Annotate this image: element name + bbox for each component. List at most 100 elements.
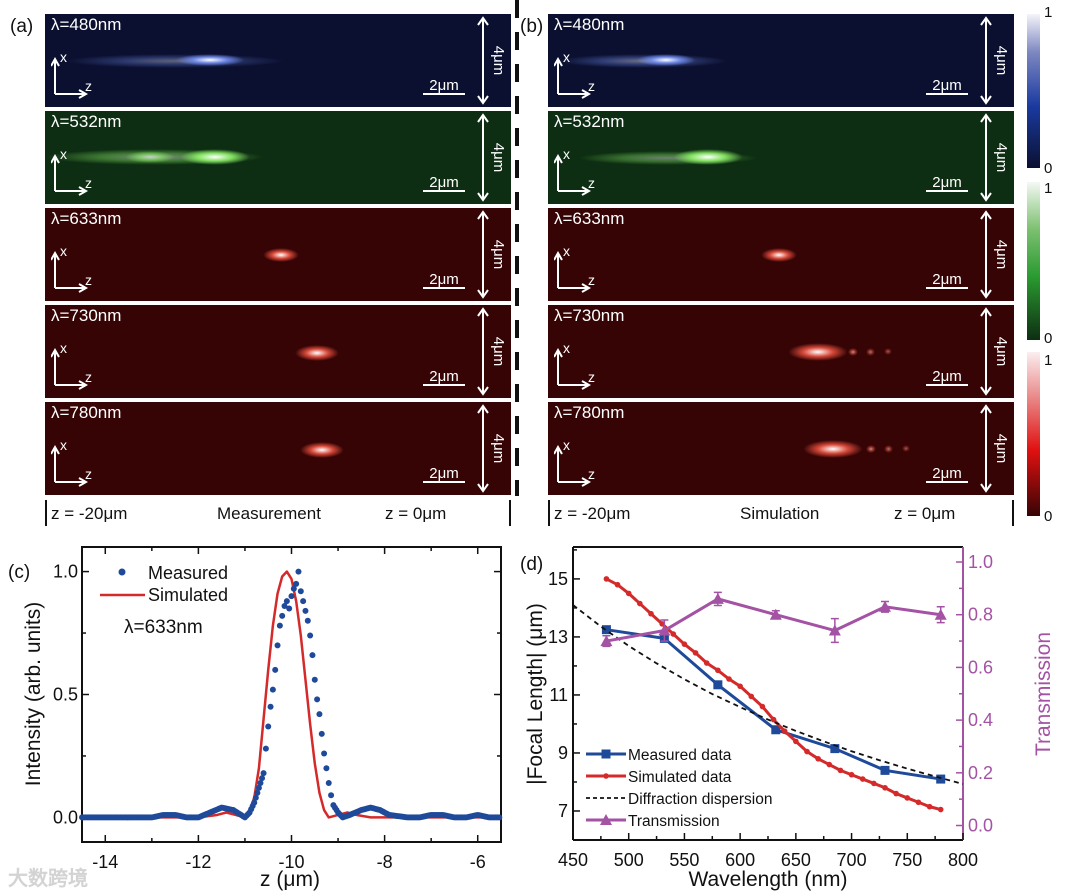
colorbar-blue (1027, 14, 1040, 168)
focal-spot (884, 348, 892, 355)
focal-spot (902, 445, 910, 452)
colorbar-red (1027, 352, 1040, 516)
focal-spot (125, 151, 175, 163)
measured-point (314, 696, 321, 703)
y-tick-label: 0.5 (53, 685, 78, 705)
axis-x-label: x (60, 437, 67, 453)
measured-point (274, 642, 281, 649)
height-arrow-icon (477, 210, 489, 299)
simulation-range: z = -20μm Simulation z = 0μm (548, 500, 1014, 526)
scale-bar: 2μm (423, 369, 465, 386)
focal-spot (866, 445, 876, 453)
wavelength-label: λ=780nm (554, 403, 625, 422)
focal-spot (761, 248, 797, 262)
x-tick-label: 800 (948, 850, 978, 870)
focal-spot (848, 348, 858, 356)
measured-point (267, 703, 274, 710)
x-axis-label: Wavelength (nm) (688, 868, 847, 891)
measured-point (252, 794, 259, 801)
axes-arrows-icon (554, 347, 592, 390)
dashed-divider (515, 0, 519, 496)
x-tick-label: 650 (781, 850, 811, 870)
simulation-caption: Simulation (740, 504, 820, 523)
simulated-data-point (804, 748, 810, 755)
z-left-label: z = -20μm (51, 504, 128, 523)
wavelength-label: λ=480nm (51, 15, 122, 34)
panel-a-heatmap: λ=633nm x z 2μm 4μm (45, 208, 511, 301)
simulated-data-point (670, 631, 677, 637)
measured-point (260, 770, 267, 777)
axis-x-label: x (60, 340, 67, 356)
wavelength-label: λ=633nm (554, 209, 625, 228)
height-label: 4μm (489, 239, 507, 270)
measured-point (255, 784, 262, 791)
scale-bar: 2μm (926, 466, 968, 483)
simulated-data-point (793, 738, 799, 745)
measured-point (288, 593, 295, 600)
measured-point (307, 632, 314, 639)
measured-data-point (713, 680, 723, 690)
watermark: 大数跨境 (8, 868, 88, 890)
panel-b-heatmap: λ=780nm x z 2μm 4μm (548, 402, 1014, 495)
x-tick-label: 550 (669, 850, 699, 870)
measured-data-point (771, 725, 781, 735)
transmission-point (658, 624, 671, 636)
focal-spot (636, 54, 696, 66)
y-tick-label: 13 (548, 627, 568, 647)
wavelength-annotation: λ=633nm (124, 617, 203, 638)
legend-measured-data-label: Measured data (628, 747, 732, 764)
panel-b-label: (b) (520, 16, 544, 37)
legend-simulated-data-label: Simulated data (628, 769, 732, 786)
measured-point (304, 617, 311, 624)
simulated-data-point (603, 576, 610, 582)
wavelength-label: λ=532nm (51, 112, 122, 131)
height-arrow-icon (980, 113, 992, 202)
scale-bar: 2μm (926, 272, 968, 289)
x-tick-label: 750 (892, 850, 922, 870)
scale-bar: 2μm (926, 175, 968, 192)
transmission-point (711, 592, 724, 604)
axis-z-label: z (588, 78, 595, 94)
simulated-data-point (614, 581, 621, 588)
simulated-data-point (815, 755, 821, 762)
axis-x-label: x (60, 49, 67, 65)
panel-a-heatmap: λ=780nm x z 2μm 4μm (45, 402, 511, 495)
simulated-data-point (770, 716, 777, 723)
focal-spot (803, 440, 863, 458)
simulated-data-point (759, 703, 766, 710)
legend-transmission-label: Transmission (628, 813, 720, 830)
measured-point (318, 730, 325, 737)
axis-z-label: z (85, 175, 92, 191)
axis-z-label: z (588, 272, 595, 288)
measured-point (295, 568, 302, 575)
simulated-data-point (882, 784, 888, 791)
transmission-point (600, 635, 613, 647)
axis-x-label: x (563, 49, 570, 65)
simulated-data-point (915, 799, 922, 806)
x-tick-label: -12 (185, 852, 211, 872)
x-tick-label: 700 (837, 850, 867, 870)
measured-point (269, 686, 276, 693)
x-tick-label: -6 (470, 852, 486, 872)
x-tick-label: -8 (377, 852, 393, 872)
z-right-label: z = 0μm (894, 504, 956, 523)
scale-bar: 2μm (926, 369, 968, 386)
legend-diffraction-dispersion-label: Diffraction dispersion (628, 791, 772, 808)
measured-point (276, 622, 283, 629)
legend-measured-marker (118, 568, 126, 576)
colorbar-green (1027, 182, 1040, 340)
simulated-data-point (637, 600, 643, 607)
axis-x-label: x (60, 243, 67, 259)
y-tick-label: 7 (558, 801, 568, 821)
measured-point (302, 607, 309, 614)
height-label: 4μm (992, 239, 1010, 270)
y2-tick-label: 1.0 (968, 552, 993, 572)
scale-bar: 2μm (423, 175, 465, 192)
height-label: 4μm (992, 433, 1010, 464)
axes-arrows-icon (554, 444, 592, 487)
height-label: 4μm (992, 45, 1010, 76)
x-tick-label: 500 (614, 850, 644, 870)
simulated-data-point (681, 641, 688, 647)
height-arrow-icon (980, 16, 992, 105)
measured-point (323, 765, 330, 772)
